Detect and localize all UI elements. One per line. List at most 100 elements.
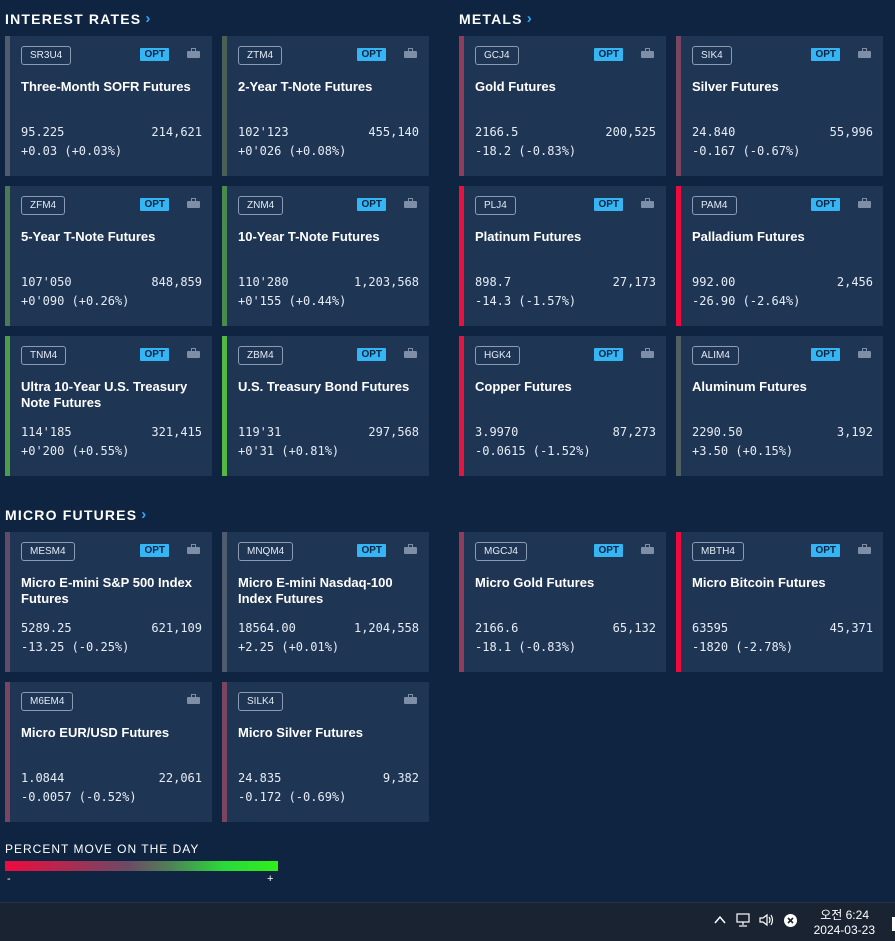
futures-card[interactable]: M6EM4 Micro EUR/USD Futures 1.0844 22,061 -0… (5, 682, 212, 822)
chevron-up-icon[interactable] (713, 913, 727, 932)
briefcase-icon[interactable] (404, 48, 417, 58)
symbol-badge[interactable]: ZFM4 (21, 196, 66, 215)
briefcase-icon[interactable] (187, 544, 200, 554)
options-badge[interactable]: OPT (594, 348, 623, 361)
futures-card[interactable]: ZFM4 OPT 5-Year T-Note Futures 107'050 848,8… (5, 186, 212, 326)
options-badge[interactable]: OPT (811, 348, 840, 361)
symbol-badge[interactable]: SIK4 (692, 46, 732, 65)
volume: 22,061 (158, 771, 202, 785)
briefcase-icon[interactable] (404, 544, 417, 554)
briefcase-icon[interactable] (858, 348, 871, 358)
briefcase-icon[interactable] (858, 544, 871, 554)
options-badge[interactable]: OPT (357, 544, 386, 557)
volume: 848,859 (151, 275, 202, 289)
briefcase-icon[interactable] (404, 694, 417, 704)
close-circle-icon[interactable] (783, 913, 798, 933)
clock-time[interactable]: 오전 6:24 (820, 908, 869, 922)
legend-label: PERCENT MOVE ON THE DAY (5, 842, 200, 856)
options-badge[interactable]: OPT (357, 48, 386, 61)
symbol-badge[interactable]: MESM4 (21, 542, 75, 561)
futures-card[interactable]: MBTH4 OPT Micro Bitcoin Futures 63595 45,371… (676, 532, 883, 672)
options-badge[interactable]: OPT (357, 198, 386, 211)
futures-card[interactable]: MESM4 OPT Micro E-mini S&P 500 Index Futur… (5, 532, 212, 672)
futures-card[interactable]: ZTM4 OPT 2-Year T-Note Futures 102'123 455,1… (222, 36, 429, 176)
volume: 87,273 (612, 425, 656, 439)
price-change: +0'31 (+0.81%) (238, 444, 340, 458)
section-interest-rates[interactable]: INTEREST RATES › (5, 10, 152, 27)
futures-card[interactable]: MGCJ4 OPT Micro Gold Futures 2166.6 65,132 -1… (459, 532, 666, 672)
briefcase-icon[interactable] (187, 198, 200, 208)
symbol-badge[interactable]: SR3U4 (21, 46, 72, 65)
contract-name: Micro Bitcoin Futures (692, 575, 826, 590)
volume: 2,456 (836, 275, 873, 289)
briefcase-icon[interactable] (187, 694, 200, 704)
briefcase-icon[interactable] (404, 198, 417, 208)
options-badge[interactable]: OPT (140, 348, 169, 361)
briefcase-icon[interactable] (858, 198, 871, 208)
briefcase-icon[interactable] (858, 48, 871, 58)
briefcase-icon[interactable] (641, 348, 654, 358)
volume: 214,621 (151, 125, 202, 139)
symbol-badge[interactable]: ZNM4 (238, 196, 284, 215)
volume: 621,109 (151, 621, 202, 635)
futures-card[interactable]: PLJ4 OPT Platinum Futures 898.7 27,173 -14.3 … (459, 186, 666, 326)
options-badge[interactable]: OPT (357, 348, 386, 361)
legend-plus: + (267, 873, 274, 885)
futures-card[interactable]: ZNM4 OPT 10-Year T-Note Futures 110'280 1,20… (222, 186, 429, 326)
volume: 27,173 (612, 275, 656, 289)
futures-card[interactable]: SR3U4 OPT Three-Month SOFR Futures 95.225 21… (5, 36, 212, 176)
symbol-badge[interactable]: PLJ4 (475, 196, 516, 215)
symbol-badge[interactable]: ALIM4 (692, 346, 739, 365)
symbol-badge[interactable]: MNQM4 (238, 542, 294, 561)
briefcase-icon[interactable] (187, 348, 200, 358)
options-badge[interactable]: OPT (140, 544, 169, 557)
futures-card[interactable]: GCJ4 OPT Gold Futures 2166.5 200,525 -18.2 (-… (459, 36, 666, 176)
briefcase-icon[interactable] (641, 48, 654, 58)
symbol-badge[interactable]: MGCJ4 (475, 542, 527, 561)
futures-card[interactable]: HGK4 OPT Copper Futures 3.9970 87,273 -0.0615… (459, 336, 666, 476)
clock-date[interactable]: 2024-03-23 (813, 923, 875, 937)
options-badge[interactable]: OPT (811, 198, 840, 211)
options-badge[interactable]: OPT (594, 48, 623, 61)
futures-card[interactable]: MNQM4 OPT Micro E-mini Nasdaq-100 Index Fu… (222, 532, 429, 672)
futures-card[interactable]: SIK4 OPT Silver Futures 24.840 55,996 -0.167 … (676, 36, 883, 176)
briefcase-icon[interactable] (641, 198, 654, 208)
futures-card[interactable]: SILK4 Micro Silver Futures 24.835 9,382 -0.1… (222, 682, 429, 822)
network-icon[interactable] (736, 913, 752, 932)
contract-name: 2-Year T-Note Futures (238, 79, 373, 94)
symbol-badge[interactable]: ZTM4 (238, 46, 283, 65)
options-badge[interactable]: OPT (594, 198, 623, 211)
options-badge[interactable]: OPT (140, 48, 169, 61)
symbol-badge[interactable]: ZBM4 (238, 346, 283, 365)
symbol-badge[interactable]: TNM4 (21, 346, 67, 365)
briefcase-icon[interactable] (187, 48, 200, 58)
options-badge[interactable]: OPT (811, 544, 840, 557)
briefcase-icon[interactable] (404, 348, 417, 358)
percent-move-bar (676, 186, 681, 326)
last-price: 2290.50 (692, 425, 743, 439)
symbol-badge[interactable]: GCJ4 (475, 46, 519, 65)
contract-name: Micro E-mini Nasdaq-100 Index Futures (238, 575, 393, 606)
symbol-badge[interactable]: SILK4 (238, 692, 284, 711)
symbol-badge[interactable]: HGK4 (475, 346, 521, 365)
price-change: +0'090 (+0.26%) (21, 294, 130, 308)
volume: 1,203,568 (353, 275, 419, 289)
symbol-badge[interactable]: MBTH4 (692, 542, 744, 561)
options-badge[interactable]: OPT (594, 544, 623, 557)
futures-card[interactable]: ZBM4 OPT U.S. Treasury Bond Futures 119'31 2… (222, 336, 429, 476)
show-desktop-button[interactable] (892, 917, 895, 931)
price-change: -18.1 (-0.83%) (475, 640, 577, 654)
section-micro-futures[interactable]: MICRO FUTURES › (5, 506, 147, 523)
symbol-badge[interactable]: PAM4 (692, 196, 737, 215)
legend-minus: - (7, 873, 11, 885)
futures-card[interactable]: TNM4 OPT Ultra 10-Year U.S. Treasury Note … (5, 336, 212, 476)
volume: 65,132 (612, 621, 656, 635)
options-badge[interactable]: OPT (811, 48, 840, 61)
symbol-badge[interactable]: M6EM4 (21, 692, 74, 711)
briefcase-icon[interactable] (641, 544, 654, 554)
futures-card[interactable]: PAM4 OPT Palladium Futures 992.00 2,456 -26.9… (676, 186, 883, 326)
options-badge[interactable]: OPT (140, 198, 169, 211)
section-metals[interactable]: METALS › (459, 10, 533, 27)
futures-card[interactable]: ALIM4 OPT Aluminum Futures 2290.50 3,192 +3.5… (676, 336, 883, 476)
volume-icon[interactable] (759, 913, 775, 932)
